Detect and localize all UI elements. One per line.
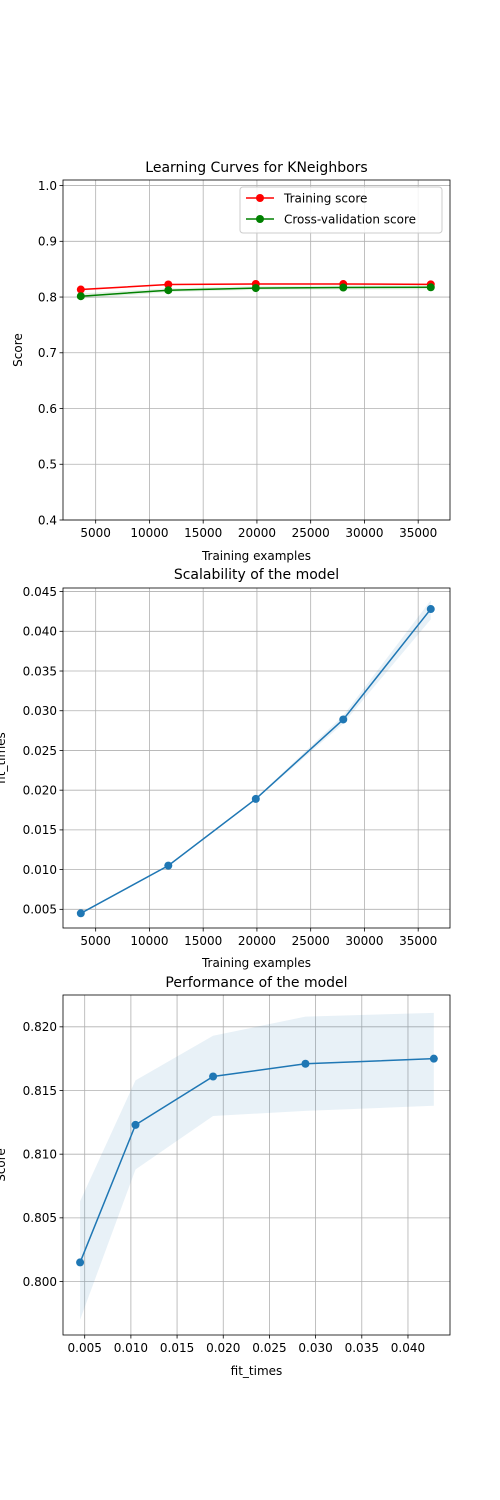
learning-curves-ytick-label: 0.9 (38, 235, 57, 249)
performance-xtick-label: 0.035 (345, 1341, 379, 1355)
performance-xtick-label: 0.020 (206, 1341, 240, 1355)
scalability-xlabel: Training examples (201, 956, 311, 970)
learning-curves-panel: 5000 10000 15000 20000 25000 30000 35000 0.4 0.5… (11, 160, 451, 563)
learning-curves-xlabel: Training examples (201, 549, 311, 563)
scalability-xtick-label: 35000 (399, 934, 437, 948)
performance-xtick-label: 0.005 (68, 1341, 102, 1355)
scalability-ytick-label: 0.035 (23, 664, 57, 678)
scalability-ytick-label: 0.045 (23, 585, 57, 599)
learning-curves-ytick-label: 1.0 (38, 179, 57, 193)
scalability-ytick-label: 0.010 (23, 863, 57, 877)
performance-ytick-label: 0.805 (23, 1211, 57, 1225)
performance-xtick-label: 0.030 (298, 1341, 332, 1355)
scalability-ytick-label: 0.015 (23, 823, 57, 837)
scalability-xtick-label: 20000 (238, 934, 276, 948)
learning-curves-ytick-label: 0.6 (38, 402, 57, 416)
performance-xtick-label: 0.040 (391, 1341, 425, 1355)
performance-ylabel: Score (0, 1148, 8, 1182)
scalability-fit-point (426, 605, 435, 614)
performance-panel: 0.005 0.010 0.015 0.020 0.025 0.030 0.035 0.040… (0, 975, 451, 1378)
performance-xtick-label: 0.010 (114, 1341, 148, 1355)
legend: Training score Cross-validation score (239, 186, 443, 234)
learning-curves-ytick-label: 0.8 (38, 290, 57, 304)
scalability-xtick-label: 5000 (80, 934, 111, 948)
legend-training-marker (256, 194, 264, 202)
learning-curves-training-point (164, 280, 173, 289)
learning-curves-xtick-label: 35000 (399, 526, 437, 540)
scalability-ylabel: fit_times (0, 732, 8, 784)
learning-curves-ytick-label: 0.4 (38, 513, 57, 527)
learning-curves-xtick-label: 10000 (130, 526, 168, 540)
scalability-xtick-label: 15000 (184, 934, 222, 948)
performance-ytick-label: 0.800 (23, 1275, 57, 1289)
scalability-fit-point (251, 794, 260, 803)
learning-curves-ytick-label: 0.5 (38, 458, 57, 472)
performance-ytick-label: 0.820 (23, 1020, 57, 1034)
performance-ytick-label: 0.810 (23, 1147, 57, 1161)
scalability-xtick-label: 10000 (130, 934, 168, 948)
scalability-panel: 5000 10000 15000 20000 25000 30000 35000 0.005 0… (0, 567, 451, 970)
learning-curves-cv-point (76, 292, 85, 301)
learning-curves-xtick-label: 15000 (184, 526, 222, 540)
scalability-ytick-label: 0.005 (23, 903, 57, 917)
learning-curves-cv-point (426, 283, 435, 292)
learning-curves-xtick-label: 30000 (345, 526, 383, 540)
performance-fit-band (80, 1012, 434, 1320)
performance-fit-point (76, 1258, 85, 1267)
scalability-fit-point (76, 909, 85, 918)
learning-curves-ylabel: Score (11, 333, 25, 367)
performance-xtick-label: 0.015 (160, 1341, 194, 1355)
performance-title: Performance of the model (165, 975, 347, 991)
learning-curves-training-point (76, 285, 85, 294)
performance-xlabel: fit_times (231, 1364, 283, 1378)
scalability-ytick-label: 0.020 (23, 783, 57, 797)
performance-fit-point (131, 1120, 140, 1129)
performance-xtick-label: 0.025 (252, 1341, 286, 1355)
learning-curves-cv-point (339, 283, 348, 292)
scalability-title: Scalability of the model (174, 567, 339, 583)
performance-ytick-label: 0.815 (23, 1084, 57, 1098)
learning-curves-xtick-label: 5000 (80, 526, 111, 540)
performance-fit-point (209, 1072, 218, 1081)
legend-box (239, 186, 443, 234)
learning-curves-title: Learning Curves for KNeighbors (145, 160, 367, 176)
legend-cv-marker (256, 215, 264, 223)
performance-fit-point (429, 1054, 438, 1063)
learning-curves-cv-point (164, 286, 173, 295)
learning-curves-xtick-label: 25000 (292, 526, 330, 540)
legend-cv-label: Cross-validation score (284, 213, 416, 227)
performance-fit-point (301, 1059, 310, 1068)
scalability-fit-point (164, 861, 173, 870)
scalability-ytick-label: 0.030 (23, 704, 57, 718)
scalability-xtick-label: 25000 (292, 934, 330, 948)
learning-curves-ytick-label: 0.7 (38, 346, 57, 360)
learning-curves-xtick-label: 20000 (238, 526, 276, 540)
scalability-fit-point (339, 715, 348, 724)
scalability-ytick-label: 0.040 (23, 625, 57, 639)
legend-training-label: Training score (283, 192, 367, 206)
scalability-ytick-label: 0.025 (23, 744, 57, 758)
scalability-xtick-label: 30000 (345, 934, 383, 948)
learning-curves-cv-point (251, 284, 260, 293)
